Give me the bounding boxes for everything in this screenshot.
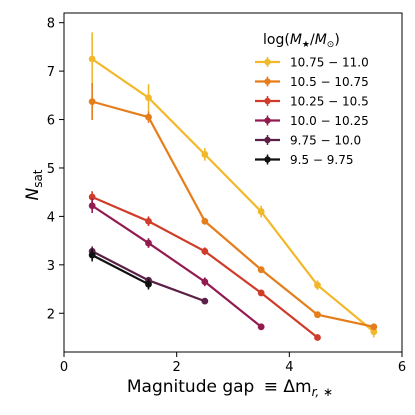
series-2 bbox=[88, 191, 321, 341]
x-axis-label: Magnitude gap ≡ Δmr, ∗ bbox=[127, 377, 333, 399]
legend-marker bbox=[264, 117, 271, 124]
series-line bbox=[91, 254, 150, 286]
legend-entry-0: 10.75 − 11.0 bbox=[255, 56, 369, 70]
legend-entry-2: 10.25 − 10.5 bbox=[255, 95, 369, 109]
y-tick-label: 5 bbox=[47, 162, 55, 177]
data-point bbox=[257, 323, 265, 331]
y-axis-label: Nsat bbox=[23, 169, 45, 200]
legend-marker bbox=[264, 78, 271, 85]
legend-label: 10.5 − 10.75 bbox=[290, 75, 369, 89]
data-point bbox=[201, 151, 209, 158]
legend-label: 9.75 − 10.0 bbox=[290, 134, 361, 148]
legend-label: 10.75 − 11.0 bbox=[290, 56, 369, 70]
data-point bbox=[370, 323, 378, 331]
data-point bbox=[201, 278, 209, 286]
data-point bbox=[370, 328, 378, 336]
series-1 bbox=[88, 83, 378, 331]
data-point bbox=[201, 297, 209, 305]
series-5 bbox=[88, 248, 152, 290]
legend-entry-3: 10.0 − 10.25 bbox=[255, 114, 369, 128]
data-point bbox=[145, 113, 152, 121]
legend: log(M★/M⊙) 10.75 − 11.0 10.5 − 10.75 10.25… bbox=[255, 32, 369, 167]
x-tick-label: 4 bbox=[285, 360, 293, 375]
data-point bbox=[88, 202, 96, 210]
series-3 bbox=[88, 198, 265, 331]
data-point bbox=[201, 217, 209, 225]
data-point bbox=[145, 94, 152, 102]
series-line bbox=[91, 58, 375, 333]
data-point bbox=[314, 334, 321, 341]
data-point bbox=[201, 247, 209, 255]
y-tick-label: 2 bbox=[47, 307, 55, 322]
legend-marker bbox=[264, 58, 271, 66]
data-point bbox=[88, 98, 96, 106]
series-line bbox=[91, 250, 206, 303]
legend-marker bbox=[264, 97, 271, 105]
series-line bbox=[91, 204, 262, 328]
series-line bbox=[91, 100, 375, 328]
y-tick-label: 7 bbox=[47, 65, 55, 80]
data-point bbox=[145, 239, 152, 247]
legend-entry-5: 9.5 − 9.75 bbox=[255, 153, 354, 167]
legend-title: log(M★/M⊙) bbox=[263, 32, 340, 50]
y-tick-label: 8 bbox=[47, 17, 55, 32]
x-tick-label: 0 bbox=[60, 360, 68, 375]
y-tick-label: 3 bbox=[47, 259, 55, 274]
data-point bbox=[257, 208, 265, 215]
data-point bbox=[257, 266, 265, 274]
axes: 0 2 4 6 2 3 4 5 6 7 8 bbox=[47, 12, 406, 375]
legend-entry-4: 9.75 − 10.0 bbox=[255, 134, 361, 148]
legend-label: 9.5 − 9.75 bbox=[290, 153, 354, 167]
data-point bbox=[145, 280, 152, 288]
y-tick-label: 4 bbox=[47, 210, 55, 225]
data-point bbox=[88, 251, 96, 259]
data-point bbox=[88, 193, 96, 201]
legend-label: 10.25 − 10.5 bbox=[290, 95, 369, 109]
legend-label: 10.0 − 10.25 bbox=[290, 114, 369, 128]
y-tick-label: 6 bbox=[47, 114, 55, 129]
data-point bbox=[88, 55, 96, 63]
data-point bbox=[257, 289, 265, 297]
legend-marker bbox=[264, 136, 271, 144]
legend-entry-1: 10.5 − 10.75 bbox=[255, 75, 369, 89]
series-4 bbox=[88, 246, 209, 305]
x-tick-label: 2 bbox=[173, 360, 181, 375]
data-point bbox=[314, 281, 321, 289]
series-group bbox=[88, 32, 378, 341]
series-0 bbox=[88, 32, 378, 338]
x-tick-label: 6 bbox=[398, 360, 406, 375]
legend-marker bbox=[264, 156, 271, 163]
data-point bbox=[145, 217, 152, 225]
data-point bbox=[314, 311, 321, 319]
plot-frame bbox=[63, 12, 403, 353]
